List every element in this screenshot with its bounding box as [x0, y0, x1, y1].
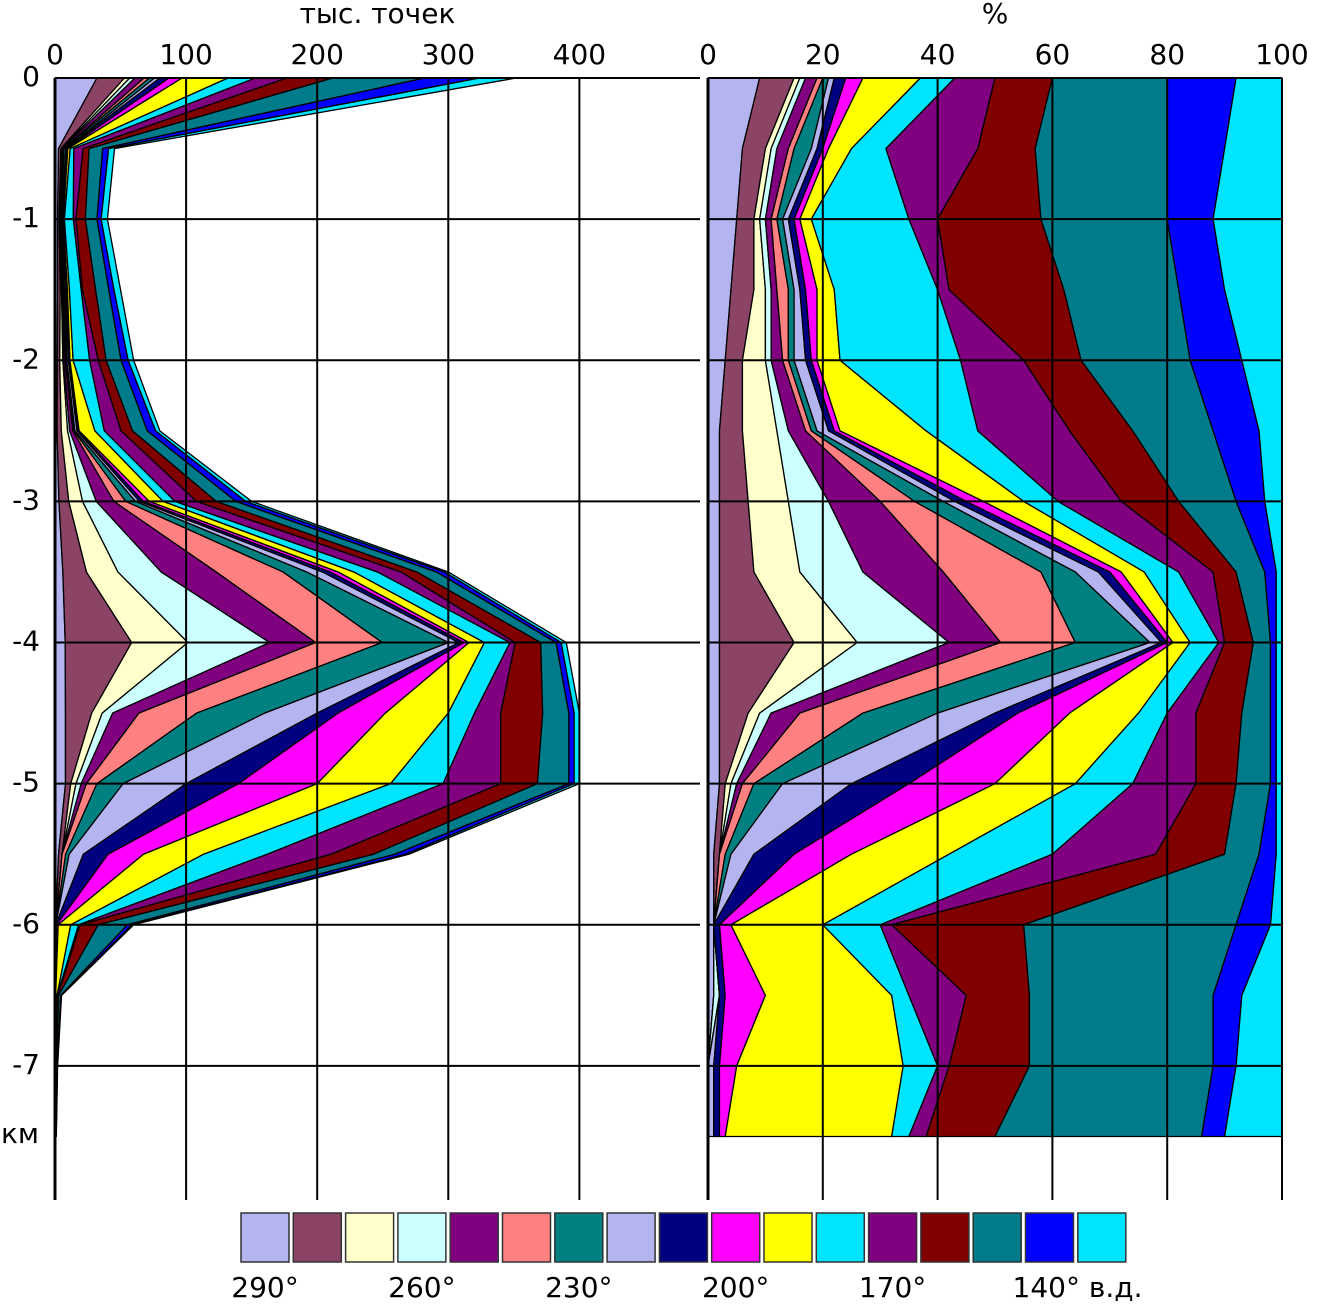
x-tick-label: 0 — [699, 38, 717, 71]
x-tick-label: 60 — [1035, 38, 1071, 71]
legend-swatch — [710, 1212, 761, 1263]
legend-label: 230° — [545, 1271, 612, 1304]
legend-swatch — [397, 1212, 447, 1263]
y-tick-label: -1 — [12, 201, 40, 234]
x-tick-label: 100 — [1255, 38, 1308, 71]
y-tick-label: 0 — [22, 60, 40, 93]
legend-swatch — [658, 1212, 709, 1263]
y-tick-label: -3 — [12, 483, 40, 516]
chart-title: % — [982, 0, 1009, 30]
legend-label: 200° — [702, 1271, 769, 1304]
x-tick-label: 400 — [553, 38, 606, 71]
x-tick-label: 0 — [46, 38, 64, 71]
y-tick-label: -2 — [12, 342, 40, 375]
y-tick-label: -4 — [12, 625, 40, 658]
legend-swatch — [920, 1212, 970, 1263]
x-tick-label: 20 — [805, 38, 841, 71]
legend-swatch — [344, 1212, 395, 1263]
y-axis-label: км — [1, 1117, 39, 1150]
legend-swatch — [1077, 1212, 1127, 1263]
legend-swatch — [972, 1212, 1022, 1263]
legend-swatch — [554, 1212, 604, 1263]
x-tick-label: 80 — [1149, 38, 1185, 71]
y-tick-label: -5 — [12, 766, 40, 799]
x-tick-label: 200 — [290, 38, 343, 71]
chart-title: тыс. точек — [300, 0, 456, 30]
legend-label: 140° в.д. — [1013, 1271, 1143, 1304]
legend-swatch — [867, 1212, 918, 1263]
legend-label: 260° — [388, 1271, 455, 1304]
legend-swatch — [815, 1212, 866, 1263]
legend-swatch — [606, 1212, 656, 1263]
legend-label: 290° — [231, 1271, 298, 1304]
legend-label: 170° — [859, 1271, 926, 1304]
legend-swatch — [1024, 1212, 1075, 1263]
legend-swatch — [763, 1212, 813, 1263]
legend-swatch — [240, 1212, 290, 1263]
x-tick-label: 40 — [920, 38, 956, 71]
y-tick-label: -6 — [12, 907, 40, 940]
x-tick-label: 300 — [422, 38, 475, 71]
legend-swatch — [292, 1212, 343, 1263]
y-tick-label: -7 — [12, 1048, 40, 1081]
x-tick-label: 100 — [159, 38, 212, 71]
legend-swatch — [449, 1212, 499, 1263]
legend-swatch — [501, 1212, 552, 1263]
